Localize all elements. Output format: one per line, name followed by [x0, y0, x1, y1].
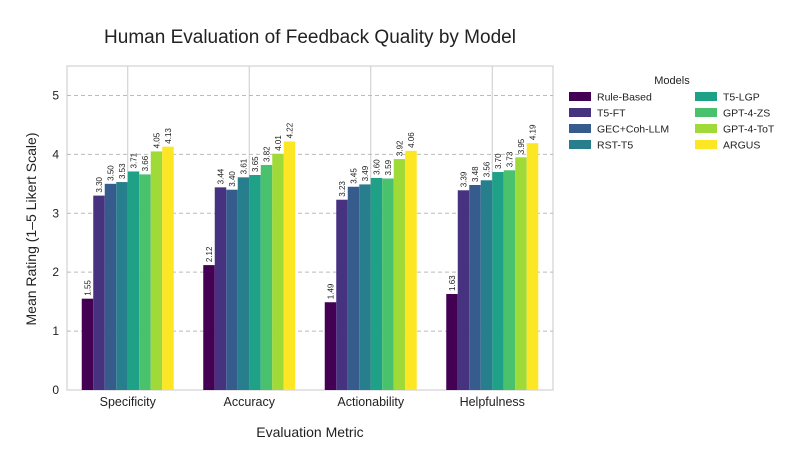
bar-value-label: 1.49	[327, 283, 336, 299]
bar	[446, 293, 458, 390]
y-tick-label: 4	[52, 147, 59, 161]
x-tick-label: Actionability	[337, 395, 404, 409]
bar-value-label: 3.95	[517, 138, 526, 154]
bar	[382, 178, 394, 390]
legend-swatch	[569, 108, 591, 117]
bar	[150, 151, 163, 390]
legend-entry-label: GPT-4-ZS	[723, 108, 770, 120]
bar	[226, 189, 238, 390]
x-axis-label: Evaluation Metric	[256, 424, 363, 440]
bar-value-label: 3.45	[350, 168, 359, 184]
bar	[370, 177, 383, 390]
bar	[116, 182, 128, 390]
x-tick-label: Helpfulness	[460, 395, 525, 409]
bar	[480, 180, 493, 390]
bar-value-label: 3.65	[251, 156, 260, 172]
chart-title: Human Evaluation of Feedback Quality by …	[104, 27, 516, 48]
bar	[260, 164, 273, 390]
y-axis-label: Mean Rating (1–5 Likert Scale)	[23, 133, 39, 326]
bar	[324, 302, 337, 390]
bar-value-label: 4.19	[529, 124, 538, 140]
bar	[93, 195, 105, 390]
bar-value-label: 4.13	[164, 128, 173, 144]
y-tick-label: 0	[52, 383, 59, 397]
bar	[457, 190, 470, 390]
bar-value-label: 3.71	[130, 152, 139, 168]
bar-value-label: 3.53	[118, 163, 127, 179]
bar	[283, 141, 296, 390]
legend-entry-label: T5-FT	[597, 108, 626, 120]
bar	[104, 183, 117, 390]
bar	[336, 199, 348, 390]
bar	[469, 184, 481, 390]
y-tick-label: 1	[52, 324, 59, 338]
bar	[203, 265, 215, 390]
legend-entry-label: ARGUS	[723, 140, 760, 152]
bar-value-label: 4.06	[407, 132, 416, 148]
bar	[492, 172, 504, 390]
bar-value-label: 2.12	[205, 246, 214, 262]
bar-value-label: 3.40	[228, 171, 237, 187]
legend-swatch	[569, 92, 591, 101]
bar-value-label: 3.44	[217, 168, 226, 184]
bar	[526, 143, 539, 390]
bar-value-label: 3.49	[361, 165, 370, 181]
bar-value-label: 3.66	[141, 155, 150, 171]
bar-value-label: 1.55	[84, 280, 93, 296]
legend-swatch	[695, 108, 717, 117]
bar-value-label: 3.60	[373, 159, 382, 175]
bar-value-label: 3.92	[396, 140, 405, 156]
bar-value-label: 4.22	[286, 122, 295, 138]
bar-value-label: 4.01	[274, 135, 283, 151]
bar-value-label: 3.30	[95, 176, 104, 192]
bar	[81, 298, 94, 390]
bar	[249, 174, 261, 390]
bar-value-label: 4.05	[153, 132, 162, 148]
legend-swatch	[569, 124, 591, 133]
legend-swatch	[695, 124, 717, 133]
bar	[272, 153, 284, 390]
bar	[127, 171, 140, 390]
bar	[359, 184, 371, 390]
bar-value-label: 3.48	[471, 166, 480, 182]
legend-title: Models	[654, 75, 690, 87]
legend-entry-label: GPT-4-ToT	[723, 124, 775, 136]
bar	[503, 170, 516, 390]
bar-value-label: 3.59	[384, 159, 393, 175]
bar	[405, 150, 417, 390]
legend-entry-label: Rule-Based	[597, 92, 652, 104]
bar-value-label: 3.23	[338, 181, 347, 197]
bar-value-label: 3.39	[460, 171, 469, 187]
bar-value-label: 3.82	[263, 146, 272, 162]
bar-value-label: 3.56	[483, 161, 492, 177]
y-tick-label: 2	[52, 265, 59, 279]
bar	[393, 159, 406, 390]
y-tick-label: 3	[52, 206, 59, 220]
bar	[139, 174, 151, 390]
bar-value-label: 1.63	[448, 275, 457, 291]
bar-value-label: 3.73	[506, 151, 515, 167]
legend-entry-label: GEC+Coh-LLM	[597, 124, 669, 136]
bar	[515, 157, 527, 390]
legend-swatch	[695, 140, 717, 149]
bar	[237, 177, 250, 390]
y-tick-label: 5	[52, 88, 59, 102]
bar	[347, 186, 360, 390]
legend-swatch	[569, 140, 591, 149]
bar-value-label: 3.70	[494, 153, 503, 169]
bar	[162, 146, 174, 390]
plot-area: 0123451.552.121.491.633.303.443.233.393.…	[52, 65, 554, 409]
legend: Models Rule-Based T5-FT GEC+Coh-LLM RST-T5 T…	[569, 75, 775, 152]
bar	[214, 187, 227, 390]
x-tick-label: Accuracy	[224, 395, 276, 409]
legend-entry-label: T5-LGP	[723, 92, 760, 104]
x-tick-label: Specificity	[100, 395, 157, 409]
bar-value-label: 3.50	[107, 165, 116, 181]
bar-value-label: 3.61	[240, 158, 249, 174]
legend-entry-label: RST-T5	[597, 140, 633, 152]
legend-swatch	[695, 92, 717, 101]
